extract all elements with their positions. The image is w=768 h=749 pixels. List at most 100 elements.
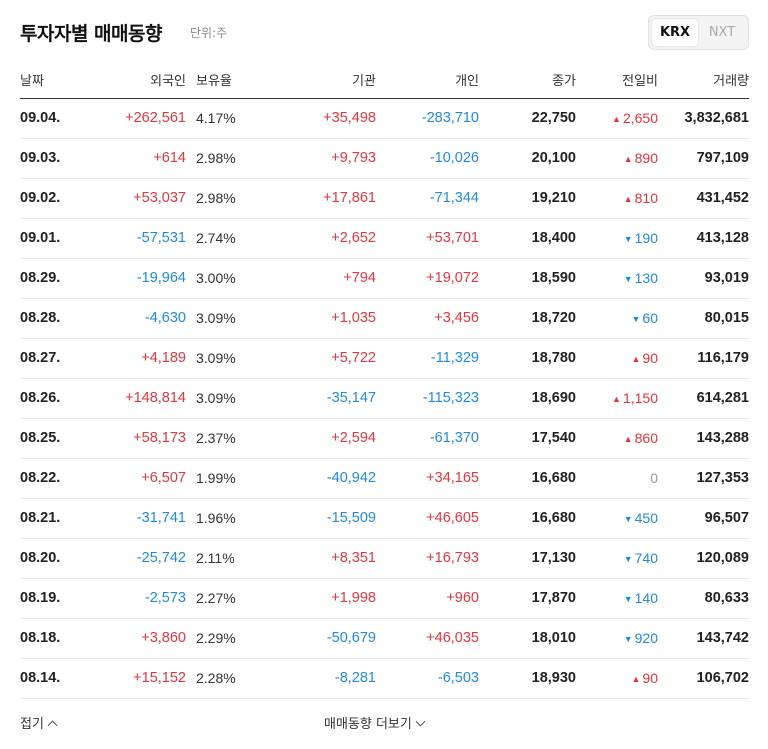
change-value: 190 [634, 230, 658, 246]
cell-close: 19,210 [479, 178, 576, 219]
cell-individual: -115,323 [376, 378, 479, 419]
cell-individual: +19,072 [376, 258, 479, 299]
cell-date: 08.18. [20, 618, 90, 659]
chevron-up-icon [47, 720, 58, 730]
table-row: 09.01. -57,531 2.74% +2,652 +53,701 18,400 ▼ 19… [20, 218, 749, 259]
cell-foreign: +614 [90, 138, 186, 179]
cell-individual: -10,026 [376, 138, 479, 179]
cell-volume: 143,288 [658, 418, 749, 459]
cell-date: 08.20. [20, 538, 90, 579]
market-nxt-button[interactable]: NXT [708, 25, 736, 40]
cell-institution: +1,035 [256, 298, 376, 339]
unit-label: 단위:주 [190, 26, 228, 40]
triangle-down-icon: ▼ [623, 234, 633, 244]
triangle-down-icon: ▼ [623, 514, 633, 524]
triangle-down-icon: ▼ [623, 554, 633, 564]
cell-foreign: -19,964 [90, 258, 186, 299]
table-row: 08.20. -25,742 2.11% +8,351 +16,793 17,130 ▼ 74… [20, 538, 749, 579]
cell-date: 08.27. [20, 338, 90, 379]
triangle-up-icon: ▲ [631, 354, 641, 364]
change-value: 920 [634, 630, 658, 646]
triangle-down-icon: ▼ [623, 634, 633, 644]
change-value: 860 [634, 430, 658, 446]
col-change-header: 전일비 [576, 62, 658, 99]
cell-institution: +8,351 [256, 538, 376, 579]
cell-foreign: +4,189 [90, 338, 186, 379]
cell-holding: 2.27% [186, 578, 256, 619]
cell-institution: +2,594 [256, 418, 376, 459]
triangle-up-icon: ▲ [623, 434, 633, 444]
cell-foreign: +3,860 [90, 618, 186, 659]
cell-close: 16,680 [479, 498, 576, 539]
col-close-header: 종가 [479, 62, 576, 99]
cell-individual: -61,370 [376, 418, 479, 459]
cell-institution: -15,509 [256, 498, 376, 539]
cell-change: ▲ 890 [576, 138, 658, 179]
collapse-label: 접기 [20, 716, 44, 732]
change-value: 90 [642, 350, 658, 366]
cell-foreign: +262,561 [90, 98, 186, 139]
cell-change: ▲ 1,150 [576, 378, 658, 419]
cell-close: 18,930 [479, 658, 576, 699]
cell-volume: 127,353 [658, 458, 749, 499]
more-trading-button[interactable]: 매매동향 더보기 [324, 713, 426, 732]
cell-volume: 120,089 [658, 538, 749, 579]
cell-close: 18,590 [479, 258, 576, 299]
cell-holding: 2.28% [186, 658, 256, 699]
cell-date: 09.01. [20, 218, 90, 259]
cell-foreign: -31,741 [90, 498, 186, 539]
collapse-button[interactable]: 접기 [20, 713, 58, 732]
investor-trading-table: 날짜 외국인 보유율 기관 개인 종가 전일비 거래량 09.04. +262,5… [20, 62, 749, 699]
table-row: 08.19. -2,573 2.27% +1,998 +960 17,870 ▼ 140 80,… [20, 578, 749, 619]
investor-trading-panel: 투자자별 매매동향 단위:주 KRX NXT 날짜 외국인 보유율 기관 개인 … [20, 0, 749, 749]
cell-institution: +2,652 [256, 218, 376, 259]
cell-date: 08.21. [20, 498, 90, 539]
cell-close: 22,750 [479, 98, 576, 139]
cell-volume: 413,128 [658, 218, 749, 259]
market-krx-button[interactable]: KRX [652, 19, 698, 46]
cell-volume: 614,281 [658, 378, 749, 419]
table-row: 08.27. +4,189 3.09% +5,722 -11,329 18,780 ▲ 90 1… [20, 338, 749, 379]
triangle-up-icon: ▲ [623, 154, 633, 164]
table-row: 08.25. +58,173 2.37% +2,594 -61,370 17,540 ▲ 86… [20, 418, 749, 459]
change-value: 740 [634, 550, 658, 566]
cell-close: 18,400 [479, 218, 576, 259]
cell-change: ▼ 450 [576, 498, 658, 539]
cell-institution: -40,942 [256, 458, 376, 499]
col-date-header: 날짜 [20, 62, 90, 99]
cell-change: ▼ 60 [576, 298, 658, 339]
cell-close: 18,780 [479, 338, 576, 379]
cell-change: ▲ 90 [576, 338, 658, 379]
cell-date: 09.02. [20, 178, 90, 219]
cell-institution: +794 [256, 258, 376, 299]
cell-foreign: +58,173 [90, 418, 186, 459]
cell-volume: 80,633 [658, 578, 749, 619]
cell-volume: 96,507 [658, 498, 749, 539]
col-individual-header: 개인 [376, 62, 479, 99]
cell-date: 08.14. [20, 658, 90, 699]
cell-institution: -8,281 [256, 658, 376, 699]
cell-change: ▲ 90 [576, 658, 658, 699]
cell-change: ▲ 2,650 [576, 98, 658, 139]
table-row: 08.28. -4,630 3.09% +1,035 +3,456 18,720 ▼ 60 80… [20, 298, 749, 339]
cell-foreign: -4,630 [90, 298, 186, 339]
change-value: 140 [634, 590, 658, 606]
table-row: 09.02. +53,037 2.98% +17,861 -71,344 19,210 ▲ 8… [20, 178, 749, 219]
triangle-down-icon: ▼ [623, 274, 633, 284]
change-value: 450 [634, 510, 658, 526]
panel-title: 투자자별 매매동향 [20, 23, 162, 45]
cell-holding: 2.74% [186, 218, 256, 259]
cell-change: ▲ 810 [576, 178, 658, 219]
cell-date: 08.26. [20, 378, 90, 419]
cell-date: 09.04. [20, 98, 90, 139]
cell-foreign: -2,573 [90, 578, 186, 619]
cell-volume: 3,832,681 [658, 98, 749, 139]
cell-individual: +46,605 [376, 498, 479, 539]
table-row: 08.26. +148,814 3.09% -35,147 -115,323 18,690… [20, 378, 749, 419]
cell-institution: -35,147 [256, 378, 376, 419]
change-value: 0 [650, 470, 658, 486]
cell-date: 09.03. [20, 138, 90, 179]
chevron-down-icon [415, 716, 426, 726]
col-institution-header: 기관 [256, 62, 376, 99]
cell-foreign: +15,152 [90, 658, 186, 699]
